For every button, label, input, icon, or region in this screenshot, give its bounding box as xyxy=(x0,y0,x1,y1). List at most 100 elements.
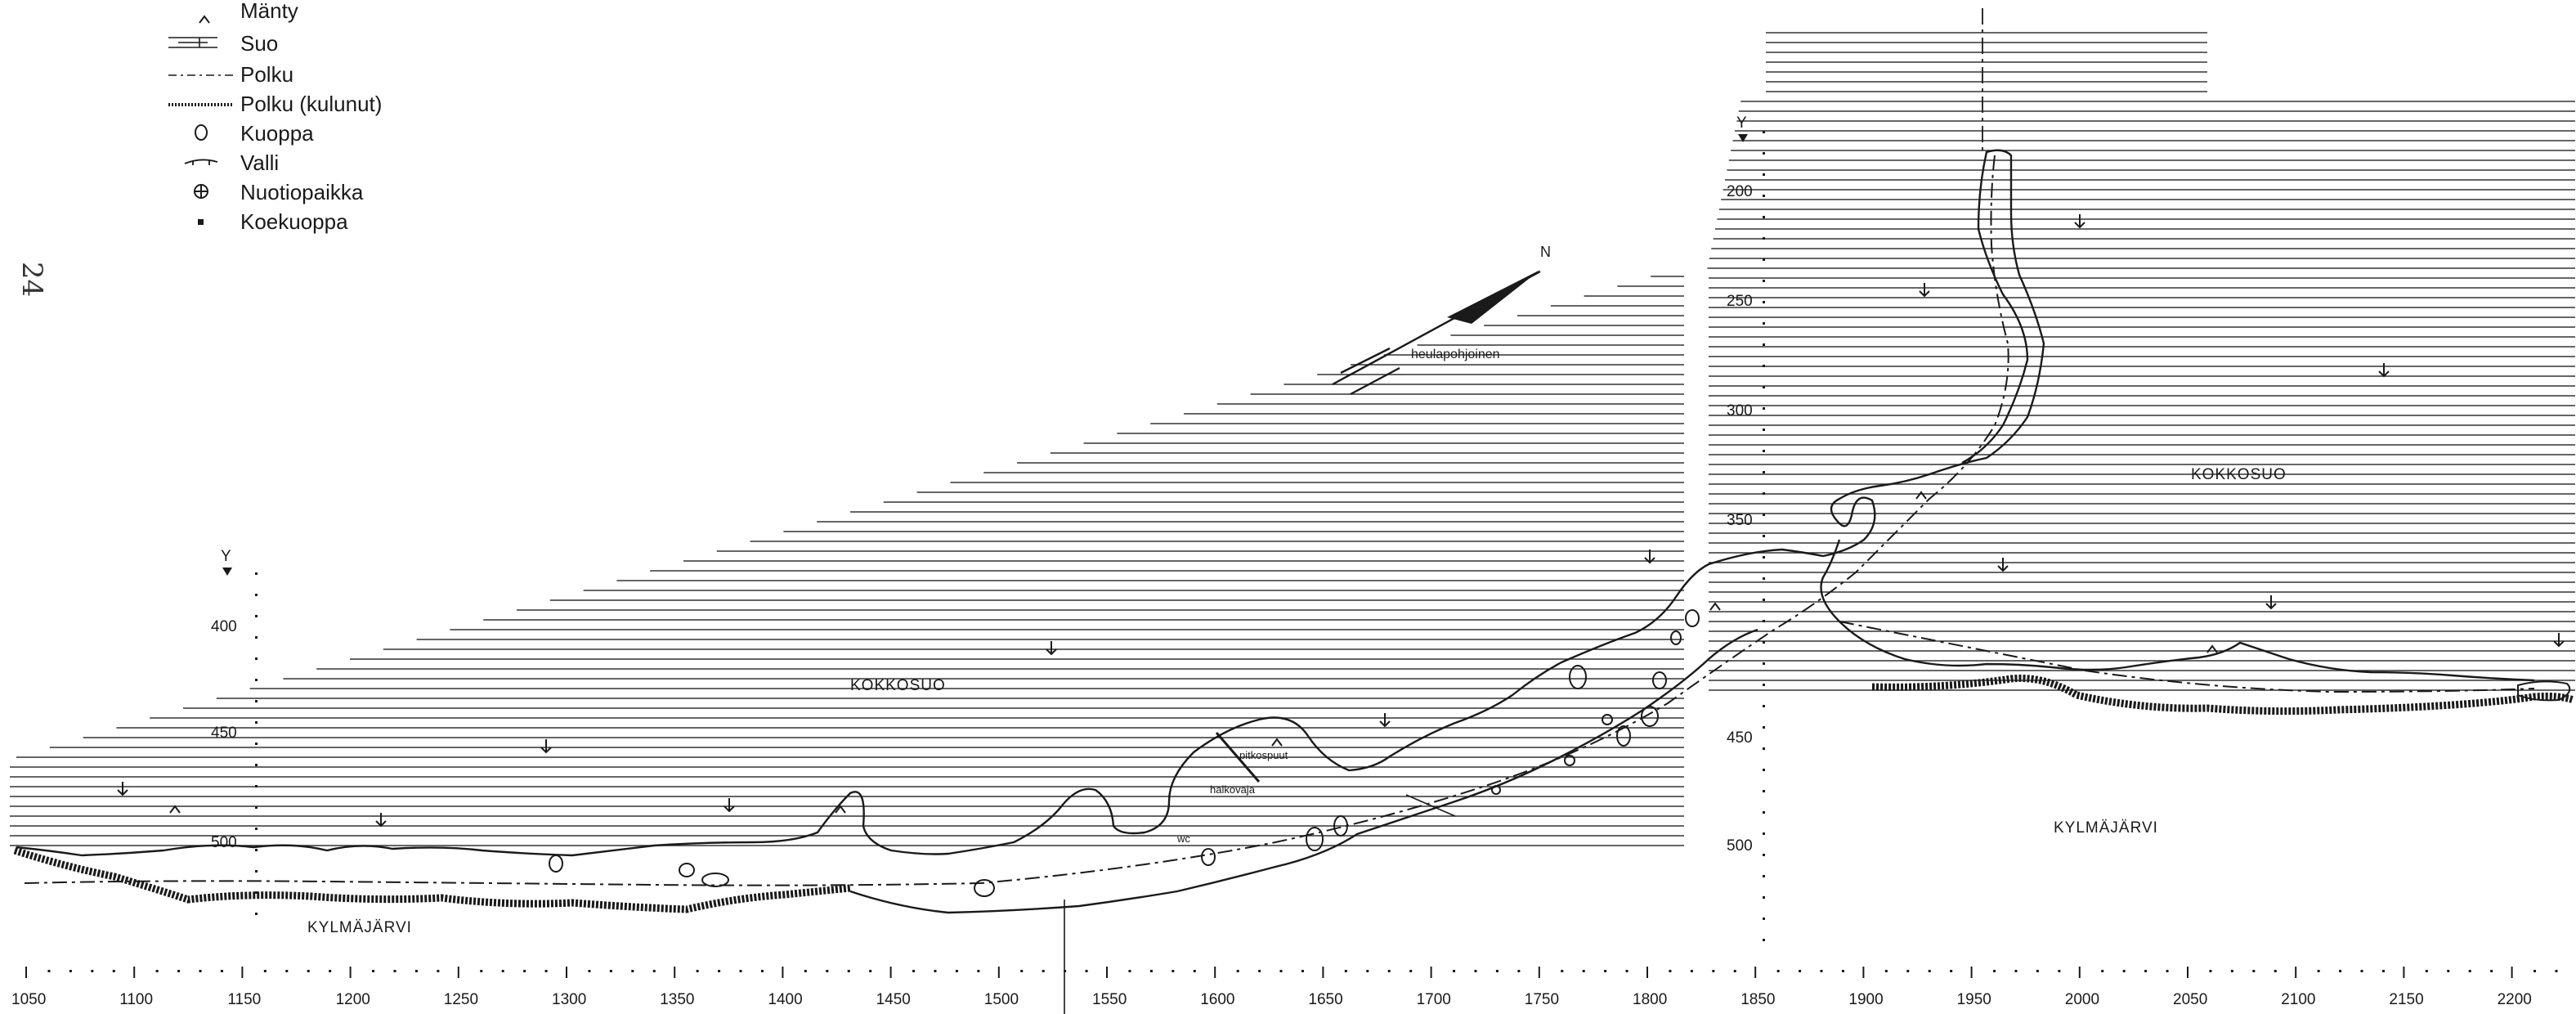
y-axis-left: Y 400 450 500 xyxy=(211,548,258,915)
x-minor-dot xyxy=(696,970,699,972)
handwritten-page-number: 24 xyxy=(16,262,48,297)
x-minor-dot xyxy=(1690,970,1693,972)
x-minor-dot xyxy=(263,970,267,972)
x-minor-dot xyxy=(1928,970,1931,972)
y-right-tick-350: 350 xyxy=(1727,512,1753,529)
y-right-tick-500: 500 xyxy=(1727,837,1753,855)
x-minor-dot xyxy=(912,970,916,972)
y-axis-right: Y 200 250 300 350 450 500 xyxy=(1727,114,1765,941)
legend-label-bog: Suo xyxy=(240,31,278,56)
boardwalk-label: pitkospuut xyxy=(1239,749,1288,761)
bog-name-right: KOKKOSUO xyxy=(2191,466,2287,483)
x-minor-dot xyxy=(1020,970,1024,972)
x-minor-dot xyxy=(1366,970,1369,972)
y-axis-right-arrow xyxy=(1738,134,1748,142)
pit-symbol xyxy=(195,124,208,141)
x-minor-dot xyxy=(1236,970,1239,972)
x-minor-dot xyxy=(329,970,332,972)
axis-dot xyxy=(255,870,258,873)
x-minor-dot xyxy=(1387,970,1391,972)
axis-dot xyxy=(1763,705,1765,707)
axis-dot xyxy=(1763,854,1765,856)
x-tick-label-1550: 1550 xyxy=(1092,991,1127,1008)
axis-dot xyxy=(1763,237,1765,240)
x-tick-label-1050: 1050 xyxy=(11,991,46,1008)
x-tick-label-1500: 1500 xyxy=(984,991,1019,1008)
x-minor-dot xyxy=(2230,970,2233,972)
x-minor-dot xyxy=(934,970,937,972)
x-minor-dot xyxy=(1669,970,1672,972)
x-minor-dot xyxy=(2317,970,2320,972)
legend: Mänty Suo Polku Polku (kulunut) Kuoppa V… xyxy=(168,0,382,234)
x-tick-label-1350: 1350 xyxy=(660,991,694,1008)
x-minor-dot xyxy=(2101,970,2104,972)
bog-symbol xyxy=(168,37,217,48)
x-minor-dot xyxy=(1993,970,1996,972)
axis-dot xyxy=(1763,492,1765,495)
x-minor-dot xyxy=(1799,970,1802,972)
x-minor-dot xyxy=(2490,970,2493,972)
axis-dot xyxy=(1763,450,1765,452)
legend-label-pit: Kuoppa xyxy=(240,121,314,146)
north-caption: heulapohjoinen xyxy=(1411,348,1500,361)
axis-dot xyxy=(255,891,258,894)
axis-dot xyxy=(255,764,258,766)
axis-dot xyxy=(255,679,258,681)
x-tick-label-2100: 2100 xyxy=(2281,991,2315,1008)
x-minor-dot xyxy=(588,970,591,972)
y-left-tick-400: 400 xyxy=(211,618,237,635)
x-minor-dot xyxy=(1409,970,1413,972)
axis-dot xyxy=(1763,641,1765,644)
x-minor-dot xyxy=(1561,970,1564,972)
x-minor-dot xyxy=(1453,970,1456,972)
paths xyxy=(24,8,2535,1014)
x-tick-label-1700: 1700 xyxy=(1417,991,1451,1008)
pine-markers xyxy=(169,491,2218,814)
axis-dot xyxy=(1763,684,1765,686)
y-left-tick-500: 500 xyxy=(211,834,237,851)
axis-dot xyxy=(1763,131,1765,133)
x-minor-dot xyxy=(2339,970,2342,972)
x-tick-label-1100: 1100 xyxy=(119,991,153,1008)
lake-name-right: KYLMÄJÄRVI xyxy=(2054,819,2158,837)
x-minor-dot xyxy=(1172,970,1175,972)
x-minor-dot xyxy=(955,970,958,972)
x-tick-label-2000: 2000 xyxy=(2065,991,2099,1008)
x-minor-dot xyxy=(2036,970,2039,972)
axis-dot xyxy=(255,594,258,596)
x-minor-dot xyxy=(1820,970,1823,972)
x-minor-dot xyxy=(1582,970,1585,972)
x-tick-label-1800: 1800 xyxy=(1633,991,1667,1008)
x-minor-dot xyxy=(1950,970,1953,972)
x-minor-dot xyxy=(1625,970,1628,972)
axis-dot xyxy=(1763,407,1765,410)
embankment-symbol xyxy=(184,159,218,165)
x-tick-label-1950: 1950 xyxy=(1957,991,1991,1008)
axis-dot xyxy=(1763,301,1765,303)
axis-dot xyxy=(1763,918,1765,920)
axis-dot xyxy=(255,913,258,915)
x-minor-dot xyxy=(2014,970,2018,972)
x-minor-dot xyxy=(1085,970,1088,972)
x-minor-dot xyxy=(199,970,202,972)
axis-dot xyxy=(1763,726,1765,729)
axis-dot xyxy=(255,572,258,575)
x-minor-dot xyxy=(1279,970,1283,972)
x-tick-label-1300: 1300 xyxy=(552,991,586,1008)
legend-label-test-pit: Koekuoppa xyxy=(240,209,348,234)
x-minor-dot xyxy=(2447,970,2450,972)
axis-dot xyxy=(1763,428,1765,431)
axis-dot xyxy=(255,785,258,787)
x-tick-label-1900: 1900 xyxy=(1848,991,1883,1008)
x-minor-dot xyxy=(1906,970,1910,972)
axis-dot xyxy=(1763,152,1765,155)
x-minor-dot xyxy=(869,970,872,972)
legend-label-pine: Mänty xyxy=(240,0,298,23)
y-axis-left-dots xyxy=(255,572,258,915)
axis-dot xyxy=(1763,811,1765,814)
x-minor-dot xyxy=(2144,970,2148,972)
x-minor-dot xyxy=(2274,970,2277,972)
x-tick-label-2200: 2200 xyxy=(2498,991,2532,1008)
axis-dot xyxy=(1763,620,1765,622)
